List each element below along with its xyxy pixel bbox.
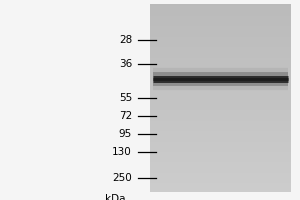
Text: 95: 95	[119, 129, 132, 139]
Text: 250: 250	[112, 173, 132, 183]
Text: 130: 130	[112, 147, 132, 157]
Text: 72: 72	[119, 111, 132, 121]
Text: 36: 36	[119, 59, 132, 69]
Text: 55: 55	[119, 93, 132, 103]
Text: kDa: kDa	[105, 194, 125, 200]
Text: 28: 28	[119, 35, 132, 45]
